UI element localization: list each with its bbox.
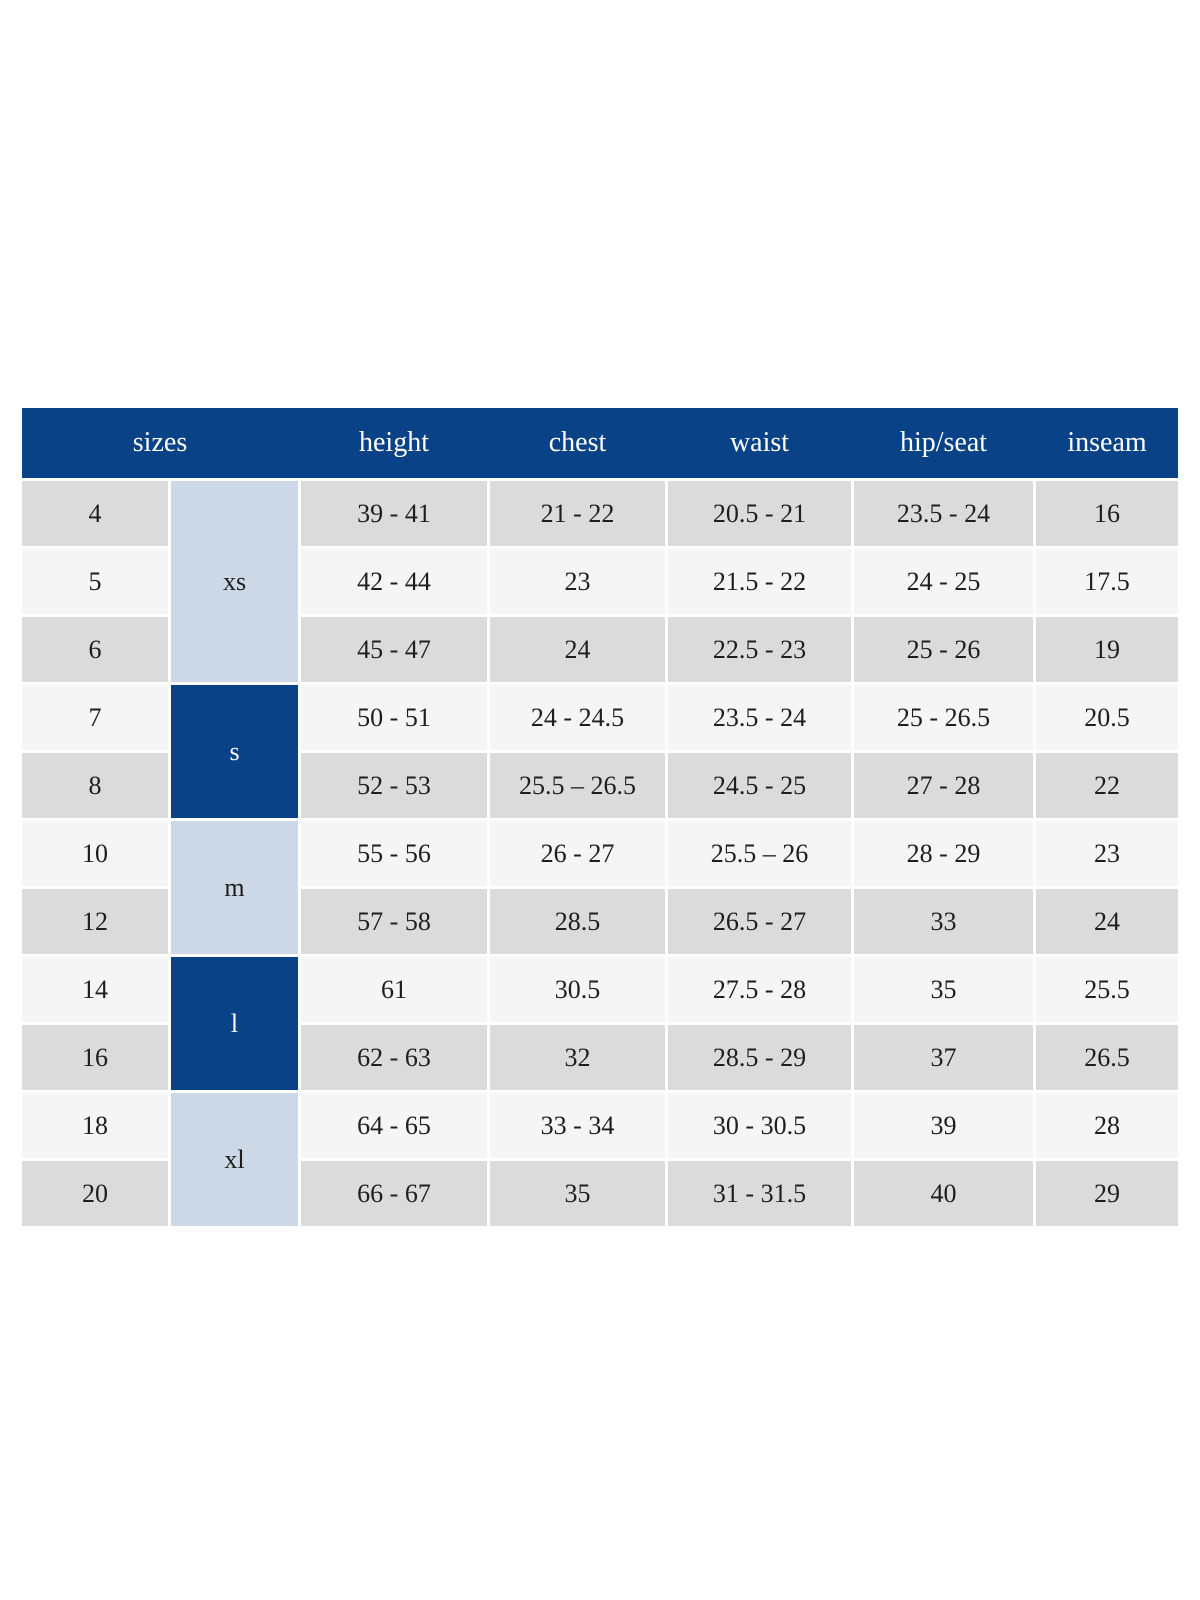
waist-cell: 20.5 - 21	[668, 481, 851, 546]
chest-cell: 26 - 27	[490, 821, 665, 886]
size-group-cell-m: m	[171, 821, 298, 954]
inseam-cell: 26.5	[1036, 1025, 1178, 1090]
inseam-cell: 16	[1036, 481, 1178, 546]
size-number-cell: 4	[22, 481, 168, 546]
chest-cell: 24 - 24.5	[490, 685, 665, 750]
chest-cell: 25.5 – 26.5	[490, 753, 665, 818]
waist-cell: 26.5 - 27	[668, 889, 851, 954]
size-number-cell: 18	[22, 1093, 168, 1158]
column-header-sizes: sizes	[132, 427, 188, 458]
size-number-cell: 7	[22, 685, 168, 750]
height-cell: 45 - 47	[301, 617, 487, 682]
inseam-cell: 22	[1036, 753, 1178, 818]
hip-seat-cell: 23.5 - 24	[854, 481, 1033, 546]
hip-seat-cell: 35	[854, 957, 1033, 1022]
hip-seat-cell: 27 - 28	[854, 753, 1033, 818]
size-number-cell: 6	[22, 617, 168, 682]
waist-cell: 30 - 30.5	[668, 1093, 851, 1158]
column-header-waist: waist	[729, 427, 790, 458]
size-group-cell-s: s	[171, 685, 298, 818]
chest-cell: 33 - 34	[490, 1093, 665, 1158]
hip-seat-cell: 40	[854, 1161, 1033, 1226]
size-number-cell: 8	[22, 753, 168, 818]
size-number-cell: 20	[22, 1161, 168, 1226]
height-cell: 50 - 51	[301, 685, 487, 750]
size-number-cell: 5	[22, 549, 168, 614]
inseam-cell: 23	[1036, 821, 1178, 886]
inseam-cell: 29	[1036, 1161, 1178, 1226]
hip-seat-cell: 33	[854, 889, 1033, 954]
chest-cell: 23	[490, 549, 665, 614]
height-cell: 64 - 65	[301, 1093, 487, 1158]
size-chart-table: sizes height chest waist hip/seat inseam…	[22, 408, 1178, 1226]
chest-cell: 24	[490, 617, 665, 682]
size-number-cell: 12	[22, 889, 168, 954]
inseam-cell: 20.5	[1036, 685, 1178, 750]
chest-cell: 35	[490, 1161, 665, 1226]
waist-cell: 25.5 – 26	[668, 821, 851, 886]
height-cell: 66 - 67	[301, 1161, 487, 1226]
waist-cell: 22.5 - 23	[668, 617, 851, 682]
height-cell: 39 - 41	[301, 481, 487, 546]
size-group-cell-xl: xl	[171, 1093, 298, 1226]
column-header-hip-seat: hip/seat	[899, 427, 988, 458]
chest-cell: 32	[490, 1025, 665, 1090]
size-number-cell: 10	[22, 821, 168, 886]
size-group-cell-l: l	[171, 957, 298, 1090]
hip-seat-cell: 24 - 25	[854, 549, 1033, 614]
column-header-chest: chest	[548, 427, 607, 458]
column-header-height: height	[359, 427, 429, 458]
height-cell: 62 - 63	[301, 1025, 487, 1090]
waist-cell: 28.5 - 29	[668, 1025, 851, 1090]
hip-seat-cell: 39	[854, 1093, 1033, 1158]
inseam-cell: 25.5	[1036, 957, 1178, 1022]
waist-cell: 27.5 - 28	[668, 957, 851, 1022]
waist-cell: 21.5 - 22	[668, 549, 851, 614]
chest-cell: 28.5	[490, 889, 665, 954]
waist-cell: 23.5 - 24	[668, 685, 851, 750]
waist-cell: 31 - 31.5	[668, 1161, 851, 1226]
waist-cell: 24.5 - 25	[668, 753, 851, 818]
inseam-cell: 24	[1036, 889, 1178, 954]
size-number-cell: 14	[22, 957, 168, 1022]
height-cell: 42 - 44	[301, 549, 487, 614]
height-cell: 61	[301, 957, 487, 1022]
height-cell: 55 - 56	[301, 821, 487, 886]
inseam-cell: 28	[1036, 1093, 1178, 1158]
inseam-cell: 17.5	[1036, 549, 1178, 614]
hip-seat-cell: 37	[854, 1025, 1033, 1090]
table-header-row: sizes height chest waist hip/seat inseam	[22, 408, 1178, 478]
table-body: 4 39 - 41 21 - 22 20.5 - 21 23.5 - 24 16 5 42 -…	[22, 481, 1178, 1226]
hip-seat-cell: 28 - 29	[854, 821, 1033, 886]
inseam-cell: 19	[1036, 617, 1178, 682]
hip-seat-cell: 25 - 26	[854, 617, 1033, 682]
height-cell: 52 - 53	[301, 753, 487, 818]
chest-cell: 21 - 22	[490, 481, 665, 546]
column-header-inseam: inseam	[1067, 427, 1147, 458]
height-cell: 57 - 58	[301, 889, 487, 954]
size-group-cell-xs: xs	[171, 481, 298, 682]
chest-cell: 30.5	[490, 957, 665, 1022]
size-number-cell: 16	[22, 1025, 168, 1090]
hip-seat-cell: 25 - 26.5	[854, 685, 1033, 750]
